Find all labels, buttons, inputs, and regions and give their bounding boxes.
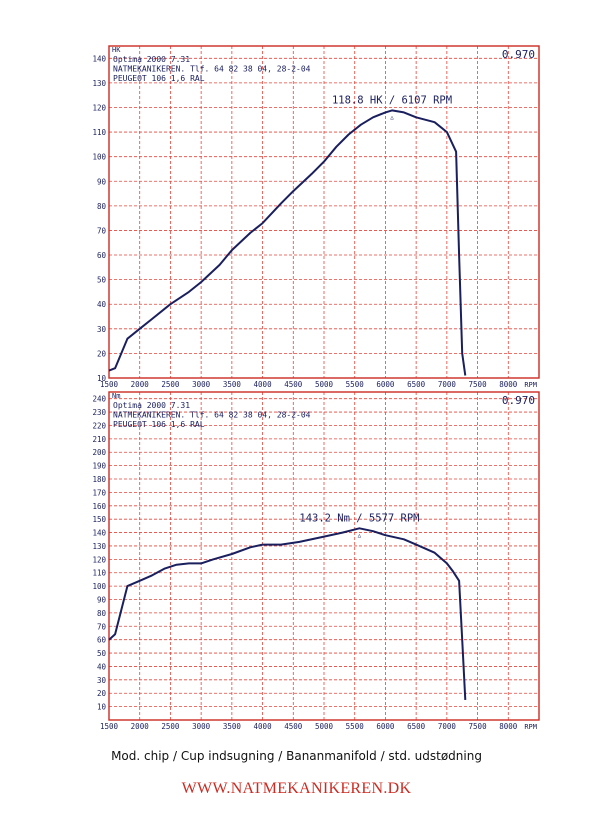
peak-label: 143.2 Nm / 5577 RPM <box>299 512 419 524</box>
peak-marker: ▵ <box>390 113 394 121</box>
y-tick-label: 160 <box>92 502 106 511</box>
y-tick-label: 210 <box>92 435 106 444</box>
y-tick-label: 40 <box>97 662 107 671</box>
x-tick-label: 8000 <box>499 722 518 731</box>
correction-factor: 0.970 <box>502 394 535 407</box>
x-tick-label: 1500 <box>100 722 119 731</box>
header-line: PEUGEOT 106 1,6 RAL <box>113 420 205 429</box>
y-tick-label: 220 <box>92 421 106 430</box>
y-unit-label: HK <box>112 46 121 54</box>
y-tick-label: 200 <box>92 448 106 457</box>
y-tick-label: 60 <box>97 251 107 260</box>
x-tick-label: 7500 <box>469 722 488 731</box>
y-tick-label: 230 <box>92 408 106 417</box>
x-tick-label: 6000 <box>376 380 395 389</box>
torque-curve <box>108 527 467 700</box>
x-tick-label: 5500 <box>346 722 365 731</box>
y-tick-label: 120 <box>92 555 106 564</box>
y-tick-label: 130 <box>92 79 106 88</box>
header-line: PEUGEOT 106 1,6 RAL <box>113 74 205 83</box>
y-tick-label: 70 <box>97 622 107 631</box>
x-tick-label: 6500 <box>407 380 426 389</box>
header-line: NATMEKANIKEREN. Tlf. 64 82 38 04, 28-2-0… <box>113 411 311 420</box>
y-tick-label: 150 <box>92 515 106 524</box>
peak-label: 118.8 HK / 6107 RPM <box>332 94 452 106</box>
y-tick-label: 100 <box>92 153 106 162</box>
x-tick-label: 5000 <box>315 722 334 731</box>
y-tick-label: 240 <box>92 395 106 404</box>
y-tick-label: 100 <box>92 582 106 591</box>
y-tick-label: 90 <box>97 596 107 605</box>
correction-factor: 0.970 <box>502 48 535 61</box>
x-tick-label: 2000 <box>131 380 150 389</box>
x-tick-label: 2000 <box>131 722 150 731</box>
y-tick-label: 50 <box>97 276 107 285</box>
plot-frame <box>108 45 540 379</box>
modification-caption: Mod. chip / Cup indsugning / Bananmanifo… <box>111 749 482 763</box>
x-tick-label: 2500 <box>161 722 180 731</box>
x-unit-label: RPM <box>524 723 537 731</box>
y-tick-label: 30 <box>97 325 107 334</box>
header-line: Optima 2000 7.31 <box>113 401 190 410</box>
x-tick-label: 4500 <box>284 380 303 389</box>
x-tick-label: 7000 <box>438 380 457 389</box>
y-tick-label: 10 <box>97 374 107 383</box>
y-tick-label: 80 <box>97 202 107 211</box>
website-link[interactable]: WWW.NATMEKANIKEREN.DK <box>181 780 412 797</box>
x-tick-label: 8000 <box>499 380 518 389</box>
x-tick-label: 3500 <box>223 380 242 389</box>
y-tick-label: 40 <box>97 300 107 309</box>
x-tick-label: 6500 <box>407 722 426 731</box>
x-tick-label: 2500 <box>161 380 180 389</box>
y-tick-label: 140 <box>92 54 106 63</box>
y-tick-label: 190 <box>92 462 106 471</box>
header-line: Optima 2000 7.31 <box>113 55 190 64</box>
y-tick-label: 110 <box>92 569 106 578</box>
y-tick-label: 80 <box>97 609 107 618</box>
x-tick-label: 1500 <box>100 380 119 389</box>
x-tick-label: 4000 <box>254 380 273 389</box>
x-tick-label: 3000 <box>192 722 211 731</box>
y-unit-label: Nm <box>112 392 120 400</box>
y-tick-label: 120 <box>92 103 106 112</box>
y-tick-label: 170 <box>92 488 106 497</box>
power-chart: 140 130 120 110 100 90 80 70 60 50 40 30 20 10 HK 1500 2… <box>92 45 540 389</box>
x-unit-label: RPM <box>524 381 537 389</box>
y-tick-label: 30 <box>97 676 107 685</box>
x-tick-label: 4500 <box>284 722 303 731</box>
power-curve <box>108 109 467 376</box>
y-tick-label: 20 <box>97 349 107 358</box>
y-tick-label: 60 <box>97 636 107 645</box>
y-tick-label: 110 <box>92 128 106 137</box>
y-tick-label: 140 <box>92 529 106 538</box>
peak-marker: ▵ <box>358 531 362 539</box>
y-tick-label: 10 <box>97 703 107 712</box>
x-tick-label: 3000 <box>192 380 211 389</box>
y-tick-label: 90 <box>97 177 107 186</box>
x-tick-label: 6000 <box>376 722 395 731</box>
y-tick-label: 70 <box>97 226 107 235</box>
y-tick-label: 20 <box>97 689 107 698</box>
y-tick-label: 130 <box>92 542 106 551</box>
x-tick-label: 5000 <box>315 380 334 389</box>
x-tick-label: 7500 <box>469 380 488 389</box>
x-tick-label: 7000 <box>438 722 457 731</box>
header-line: NATMEKANIKEREN. Tlf. 64 82 38 04, 28-2-0… <box>113 65 311 74</box>
x-tick-label: 3500 <box>223 722 242 731</box>
y-tick-label: 180 <box>92 475 106 484</box>
x-tick-label: 5500 <box>346 380 365 389</box>
y-tick-label: 50 <box>97 649 107 658</box>
torque-chart: 240 230 220 210 200 190 180 170 160 150 140 130 120 1… <box>92 391 540 731</box>
plot-frame <box>108 391 540 721</box>
x-tick-label: 4000 <box>254 722 273 731</box>
